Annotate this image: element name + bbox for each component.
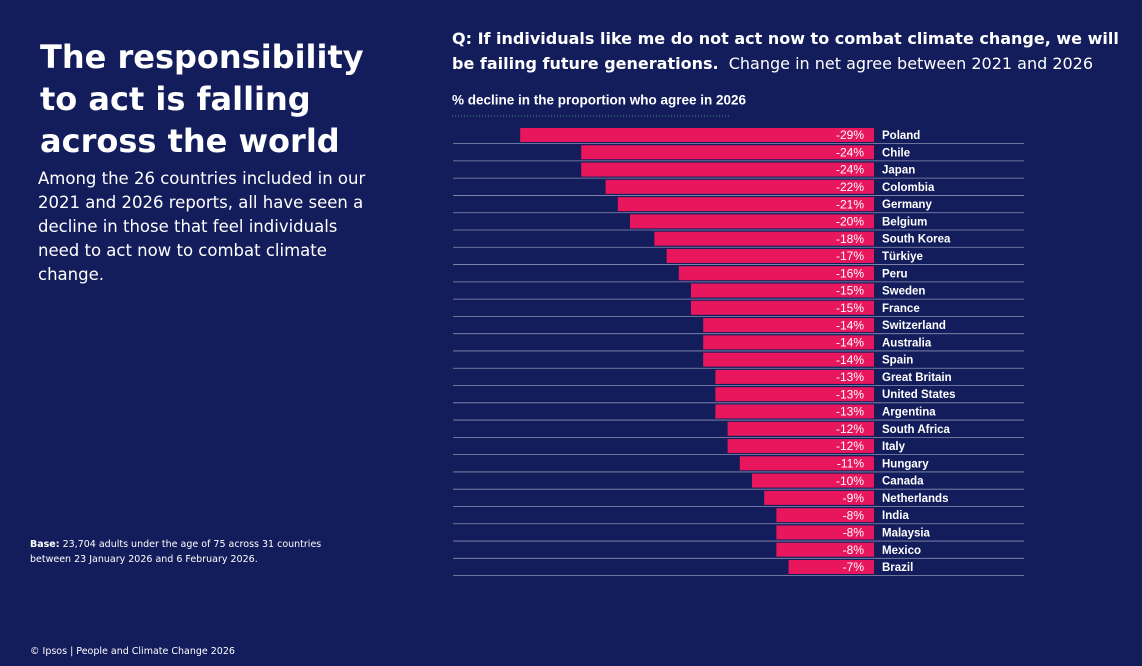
category-label: Brazil <box>882 562 913 574</box>
category-label: Australia <box>882 337 932 349</box>
category-label: Mexico <box>882 545 921 557</box>
value-label: -29% <box>836 128 864 142</box>
bar <box>703 318 874 333</box>
bar <box>691 300 874 315</box>
value-label: -18% <box>836 232 864 246</box>
bar <box>703 335 874 350</box>
category-label: South Korea <box>882 234 951 246</box>
chart-subtitle: % decline in the proportion who agree in… <box>452 93 747 108</box>
category-label: Peru <box>882 268 908 280</box>
footer: © Ipsos | People and Climate Change 2026 <box>30 646 235 657</box>
category-label: Türkiye <box>882 251 923 263</box>
bar <box>654 231 874 246</box>
bar <box>764 490 874 505</box>
value-label: -12% <box>836 422 864 436</box>
value-label: -16% <box>836 266 864 280</box>
category-label: United States <box>882 389 956 401</box>
bar <box>703 352 874 367</box>
category-label: France <box>882 303 920 315</box>
category-label: Poland <box>882 130 920 142</box>
bar <box>715 387 874 402</box>
value-label: -22% <box>836 180 864 194</box>
category-label: Chile <box>882 147 910 159</box>
category-label: Switzerland <box>882 320 946 332</box>
value-label: -10% <box>836 474 864 488</box>
base-note: Base: 23,704 adults under the age of 75 … <box>30 537 360 567</box>
bar <box>776 525 874 540</box>
value-label: -17% <box>836 249 864 263</box>
bar <box>788 560 874 574</box>
category-label: Colombia <box>882 182 935 194</box>
category-label: Great Britain <box>882 372 952 384</box>
value-label: -8% <box>843 543 865 557</box>
category-label: Canada <box>882 476 924 488</box>
category-label: South Africa <box>882 424 951 436</box>
bar <box>691 283 874 298</box>
value-label: -8% <box>843 526 865 540</box>
category-label: Belgium <box>882 216 927 228</box>
bar <box>581 162 874 177</box>
category-label: Hungary <box>882 458 929 470</box>
value-label: -20% <box>836 215 864 229</box>
category-label: India <box>882 510 909 522</box>
value-label: -14% <box>836 353 864 367</box>
base-label: Base: <box>30 539 60 550</box>
value-label: -7% <box>843 560 865 574</box>
bar <box>752 473 874 488</box>
bar <box>715 369 874 384</box>
value-label: -8% <box>843 508 865 522</box>
category-label: Sweden <box>882 286 925 298</box>
bar <box>605 179 874 194</box>
category-label: Netherlands <box>882 493 948 505</box>
category-label: Italy <box>882 441 906 453</box>
value-label: -11% <box>837 456 864 470</box>
value-label: -13% <box>836 405 864 419</box>
value-label: -13% <box>836 370 864 384</box>
value-label: -24% <box>836 163 864 177</box>
value-label: -15% <box>836 284 864 298</box>
base-text: 23,704 adults under the age of 75 across… <box>30 539 322 565</box>
value-label: -21% <box>836 197 864 211</box>
value-label: -24% <box>836 145 864 159</box>
category-label: Malaysia <box>882 527 931 539</box>
value-label: -14% <box>836 318 864 332</box>
category-label: Japan <box>882 165 915 177</box>
bar <box>727 421 874 436</box>
bar <box>776 508 874 523</box>
value-label: -9% <box>843 491 865 505</box>
slide-title: The responsibility to act is falling acr… <box>40 38 364 160</box>
value-label: -12% <box>836 439 864 453</box>
question-text: Q: If individuals like me do not act now… <box>452 29 1119 73</box>
value-label: -14% <box>836 336 864 350</box>
question: Q: If individuals like me do not act now… <box>452 26 1142 76</box>
bar <box>739 456 874 471</box>
category-label: Argentina <box>882 407 936 419</box>
bar <box>666 248 874 263</box>
bar <box>727 439 874 454</box>
bar <box>630 214 874 229</box>
bar <box>715 404 874 419</box>
bar <box>617 197 874 212</box>
bar <box>520 128 874 142</box>
category-label: Spain <box>882 355 913 367</box>
bar <box>678 266 874 281</box>
chart-title: Change in net agree between 2021 and 202… <box>728 54 1094 73</box>
value-label: -13% <box>836 387 864 401</box>
slide-body: Among the 26 countries included in our 2… <box>38 169 366 284</box>
bar <box>581 145 874 160</box>
category-label: Germany <box>882 199 932 211</box>
bar <box>776 542 874 557</box>
value-label: -15% <box>836 301 864 315</box>
